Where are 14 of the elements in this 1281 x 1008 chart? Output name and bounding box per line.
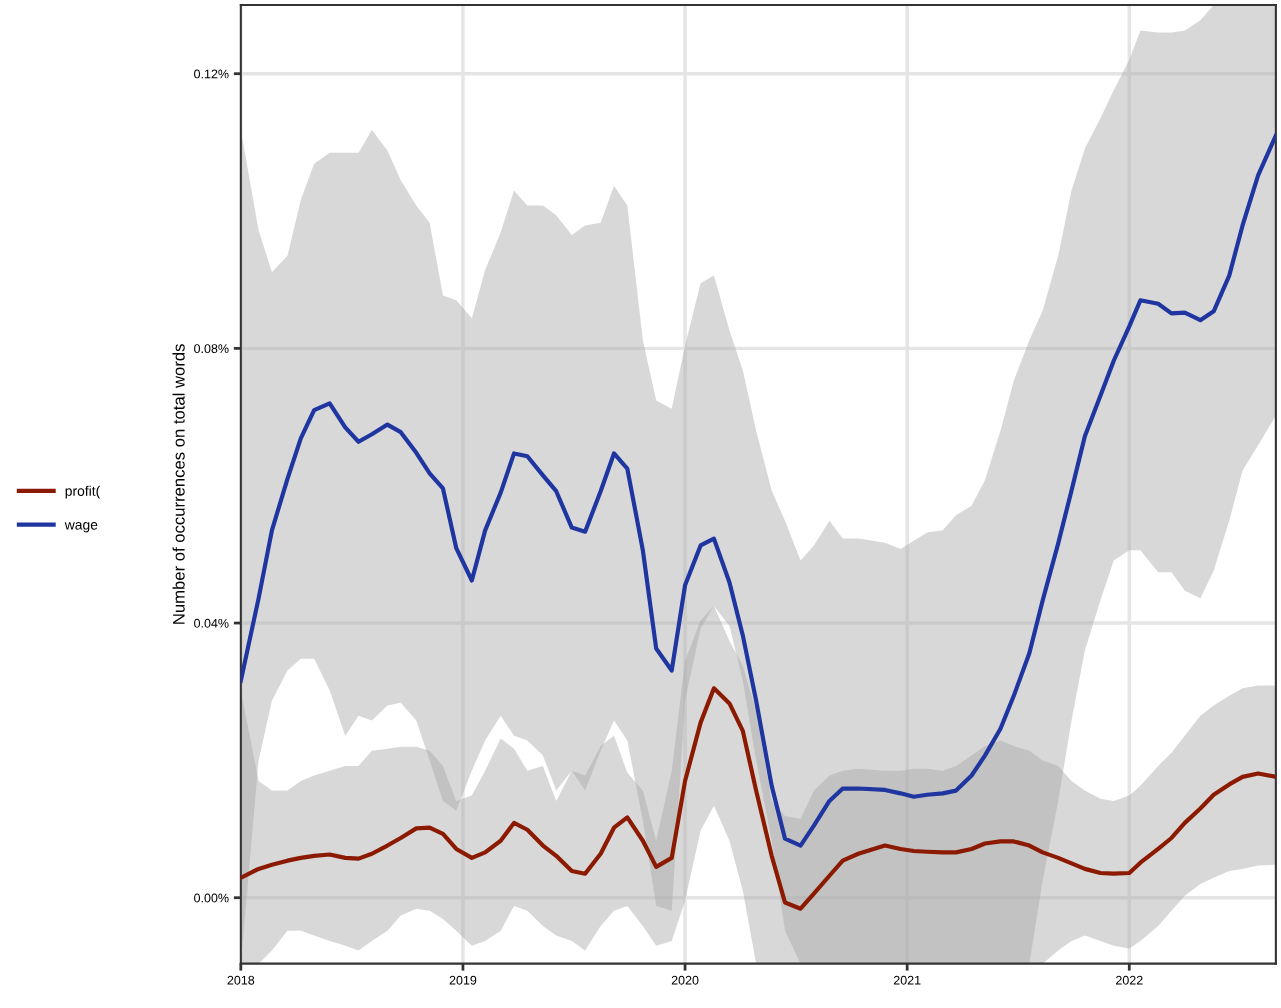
y-tick-label: 0.00%	[194, 893, 229, 903]
y-axis-title: Number of occurrences on total words	[172, 344, 185, 624]
x-tick-label: 2021	[893, 975, 921, 985]
y-tick-label: 0.08%	[194, 344, 229, 354]
x-tick-label: 2019	[449, 975, 477, 985]
legend-label: wage	[64, 522, 98, 533]
x-tick-label: 2020	[671, 975, 699, 985]
y-tick-label: 0.04%	[194, 618, 229, 628]
x-tick-label: 2018	[227, 975, 255, 985]
line-series	[240, 133, 1276, 848]
legend-label: profit(	[65, 485, 101, 499]
x-tick-label: 2022	[1116, 975, 1143, 985]
y-tick-label: 0.12%	[194, 69, 229, 79]
line-series	[240, 686, 1276, 911]
